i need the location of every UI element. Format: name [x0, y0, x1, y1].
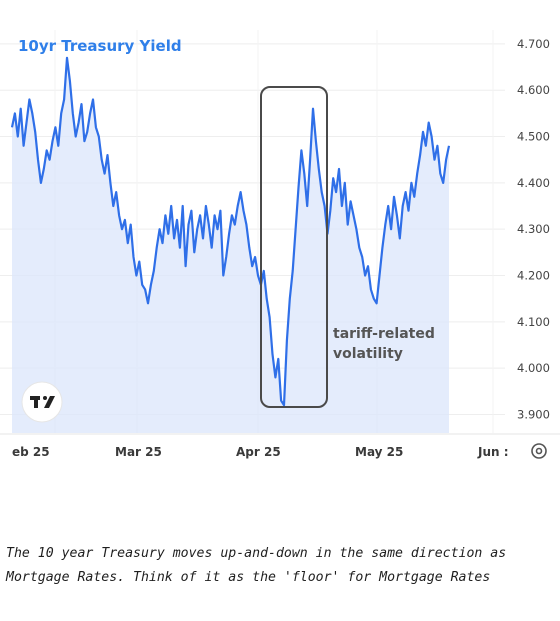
caption-line-1: The 10 year Treasury moves up-and-down i… — [6, 546, 507, 561]
x-tick-label: Jun : — [477, 445, 509, 459]
tradingview-logo[interactable] — [21, 381, 63, 423]
x-axis-ticks: eb 25 Mar 25 Apr 25 May 25 Jun : — [12, 445, 509, 459]
gear-icon[interactable] — [531, 443, 547, 459]
y-tick-label: 3.900 — [517, 407, 550, 421]
annotation-line-2: volatility — [333, 346, 403, 362]
annotation-line-1: tariff-related — [333, 326, 435, 342]
series-area-fill — [12, 57, 449, 434]
caption-line-2: Mortgage Rates. Think of it as the 'floo… — [6, 570, 491, 585]
x-tick-label: May 25 — [355, 445, 403, 459]
y-tick-label: 4.100 — [517, 315, 550, 329]
y-tick-label: 4.400 — [517, 176, 550, 190]
x-tick-label: Mar 25 — [115, 445, 162, 459]
treasury-yield-chart: tariff-related volatility 10yr Treasury … — [0, 30, 560, 459]
chart-title: 10yr Treasury Yield — [18, 37, 182, 55]
tv-logo-icon — [30, 396, 55, 408]
y-tick-label: 4.500 — [517, 130, 550, 144]
y-axis-ticks: 4.700 4.600 4.500 4.400 4.300 4.200 4.100 4.000… — [517, 37, 550, 422]
x-tick-label: eb 25 — [12, 445, 50, 459]
y-tick-label: 4.200 — [517, 269, 550, 283]
annotation-box — [260, 86, 328, 408]
y-tick-label: 4.600 — [517, 83, 550, 97]
y-tick-label: 4.000 — [517, 361, 550, 375]
series-line — [10, 56, 451, 407]
y-tick-label: 4.300 — [517, 222, 550, 236]
y-tick-label: 4.700 — [517, 37, 550, 51]
caption: The 10 year Treasury moves up-and-down i… — [6, 542, 546, 590]
x-tick-label: Apr 25 — [236, 445, 281, 459]
